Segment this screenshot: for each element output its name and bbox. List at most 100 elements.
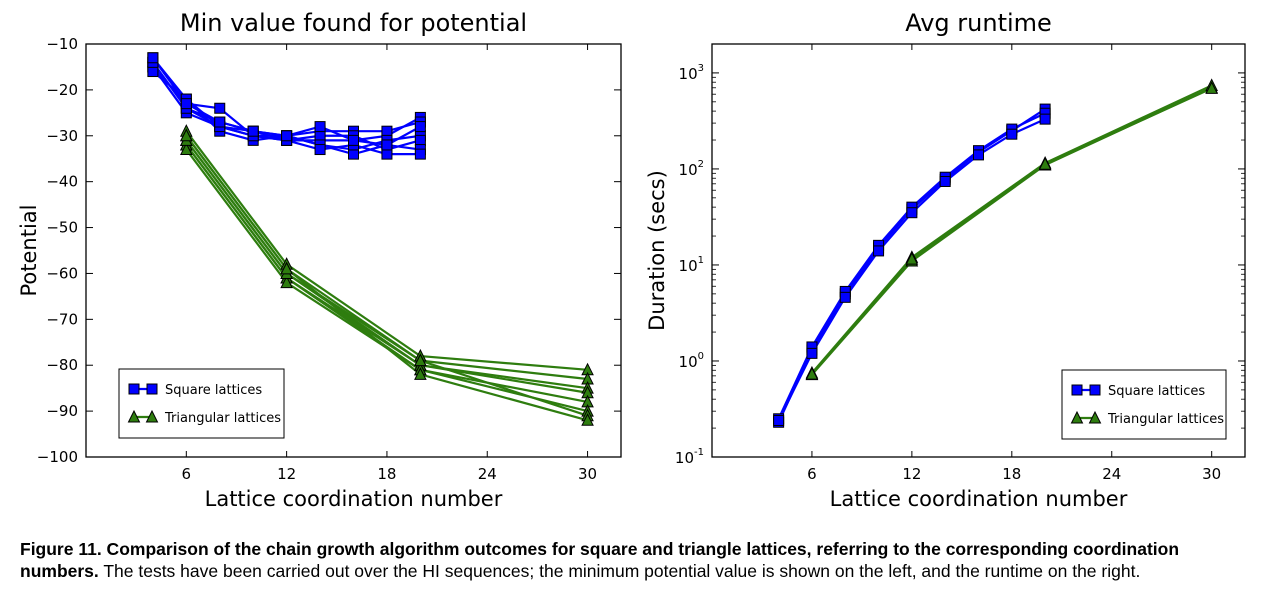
y-tick-label: −10: [46, 35, 78, 53]
data-point: [806, 347, 818, 359]
x-tick-label: 6: [182, 465, 192, 483]
y-tick-label: −100: [37, 448, 78, 466]
plot-area: [147, 52, 594, 426]
y-tick-label: −20: [46, 81, 78, 99]
data-point: [381, 148, 393, 160]
y-axis-label: Duration (secs): [645, 170, 669, 331]
series-group-triangular-lattices: [180, 124, 594, 426]
series-line: [152, 57, 421, 142]
data-point: [939, 175, 951, 187]
series-group-square-lattices: [773, 103, 1051, 428]
x-tick-label: 30: [578, 465, 597, 483]
y-tick-label: −60: [46, 264, 78, 282]
chart-title: Avg runtime: [905, 9, 1052, 37]
legend-label: Square lattices: [1108, 384, 1205, 399]
y-tick-label: 103: [679, 63, 704, 83]
data-point: [773, 414, 785, 426]
legend-label: Square lattices: [165, 383, 262, 398]
legend-marker: [128, 383, 140, 395]
y-tick-label: 101: [679, 255, 704, 275]
series-line: [777, 118, 1046, 421]
series-line: [185, 144, 588, 404]
x-axis-label: Lattice coordination number: [205, 487, 503, 511]
x-tick-label: 18: [1002, 465, 1021, 483]
series-line: [185, 144, 588, 394]
series-line: [151, 61, 421, 137]
legend-marker: [146, 383, 158, 395]
x-axis: 6 12 18 24 30 Lattice coordination number: [807, 44, 1221, 511]
legend: Square lattices Triangular lattices: [118, 368, 285, 439]
data-point: [314, 144, 326, 156]
series-line: [811, 87, 1213, 375]
data-point: [906, 207, 918, 219]
chart-avg-runtime: Avg runtime 6 12 18 24 30 Lattice coordination…: [645, 9, 1246, 511]
data-point: [147, 52, 159, 64]
plot-frame: [85, 43, 622, 458]
data-point: [348, 148, 359, 160]
data-point: [381, 125, 393, 137]
legend-marker: [1088, 410, 1102, 424]
x-tick-label: 12: [902, 465, 921, 483]
data-point: [414, 148, 426, 160]
series-line: [185, 148, 588, 413]
legend-marker: [145, 409, 159, 423]
series-line: [185, 139, 588, 390]
data-point: [214, 102, 226, 114]
data-point: [214, 116, 226, 128]
data-point: [147, 66, 159, 78]
data-point: [281, 130, 293, 142]
legend-marker: [1089, 384, 1101, 396]
data-point: [839, 291, 851, 303]
x-tick-label: 12: [277, 465, 296, 483]
legend-entry-square-lattices: Square lattices: [1071, 384, 1205, 399]
legend-marker: [1070, 410, 1084, 424]
data-point: [314, 130, 326, 142]
data-point: [314, 121, 326, 133]
data-point: [180, 98, 192, 110]
data-point: [348, 134, 359, 146]
x-tick-label: 18: [377, 465, 396, 483]
figure-canvas: Min value found for potential 6 12 18 24 30 La…: [17, 9, 1246, 511]
legend-entry-square-lattices: Square lattices: [128, 383, 262, 398]
legend-marker: [1071, 384, 1083, 396]
legend-marker: [127, 409, 141, 423]
y-tick-label: 10-1: [675, 447, 704, 467]
data-point: [905, 252, 919, 265]
figure-caption: Figure 11. Comparison of the chain growt…: [20, 538, 1260, 582]
data-point: [247, 125, 259, 137]
data-point: [180, 142, 193, 156]
x-tick-label: 24: [1102, 465, 1121, 483]
data-point: [280, 261, 293, 275]
y-tick-label: 100: [679, 351, 704, 371]
series-line: [185, 135, 588, 422]
data-point: [280, 275, 293, 289]
caption-bold: Figure 11. Comparison of the chain growt…: [20, 539, 1180, 581]
y-axis-label: Potential: [17, 205, 41, 297]
plot-area: [773, 78, 1218, 428]
data-point: [873, 245, 885, 257]
y-tick-label: −70: [46, 310, 78, 328]
data-point: [180, 128, 193, 142]
data-point: [805, 366, 819, 380]
data-point: [973, 149, 984, 161]
series-group-triangular-lattices: [805, 78, 1218, 381]
legend-label: Triangular lattices: [1107, 412, 1224, 427]
x-axis: 6 12 18 24 30 Lattice coordination number: [182, 44, 597, 511]
data-point: [1205, 81, 1218, 94]
data-point: [581, 413, 594, 426]
legend: Square lattices Triangular lattices: [1061, 369, 1227, 440]
chart-title: Min value found for potential: [180, 9, 527, 37]
series-group-square-lattices: [147, 52, 426, 160]
data-point: [381, 139, 393, 151]
data-point: [414, 134, 426, 146]
y-tick-label: −80: [46, 356, 78, 374]
legend-label: Triangular lattices: [164, 411, 281, 426]
y-tick-label: −40: [46, 173, 78, 191]
y-tick-label: −30: [46, 127, 78, 145]
data-point: [1038, 157, 1052, 170]
x-tick-label: 24: [478, 465, 497, 483]
series-line: [185, 139, 588, 417]
data-point: [1039, 113, 1051, 125]
y-tick-label: −50: [46, 219, 78, 237]
caption-text: The tests have been carried out over the…: [98, 561, 1141, 581]
